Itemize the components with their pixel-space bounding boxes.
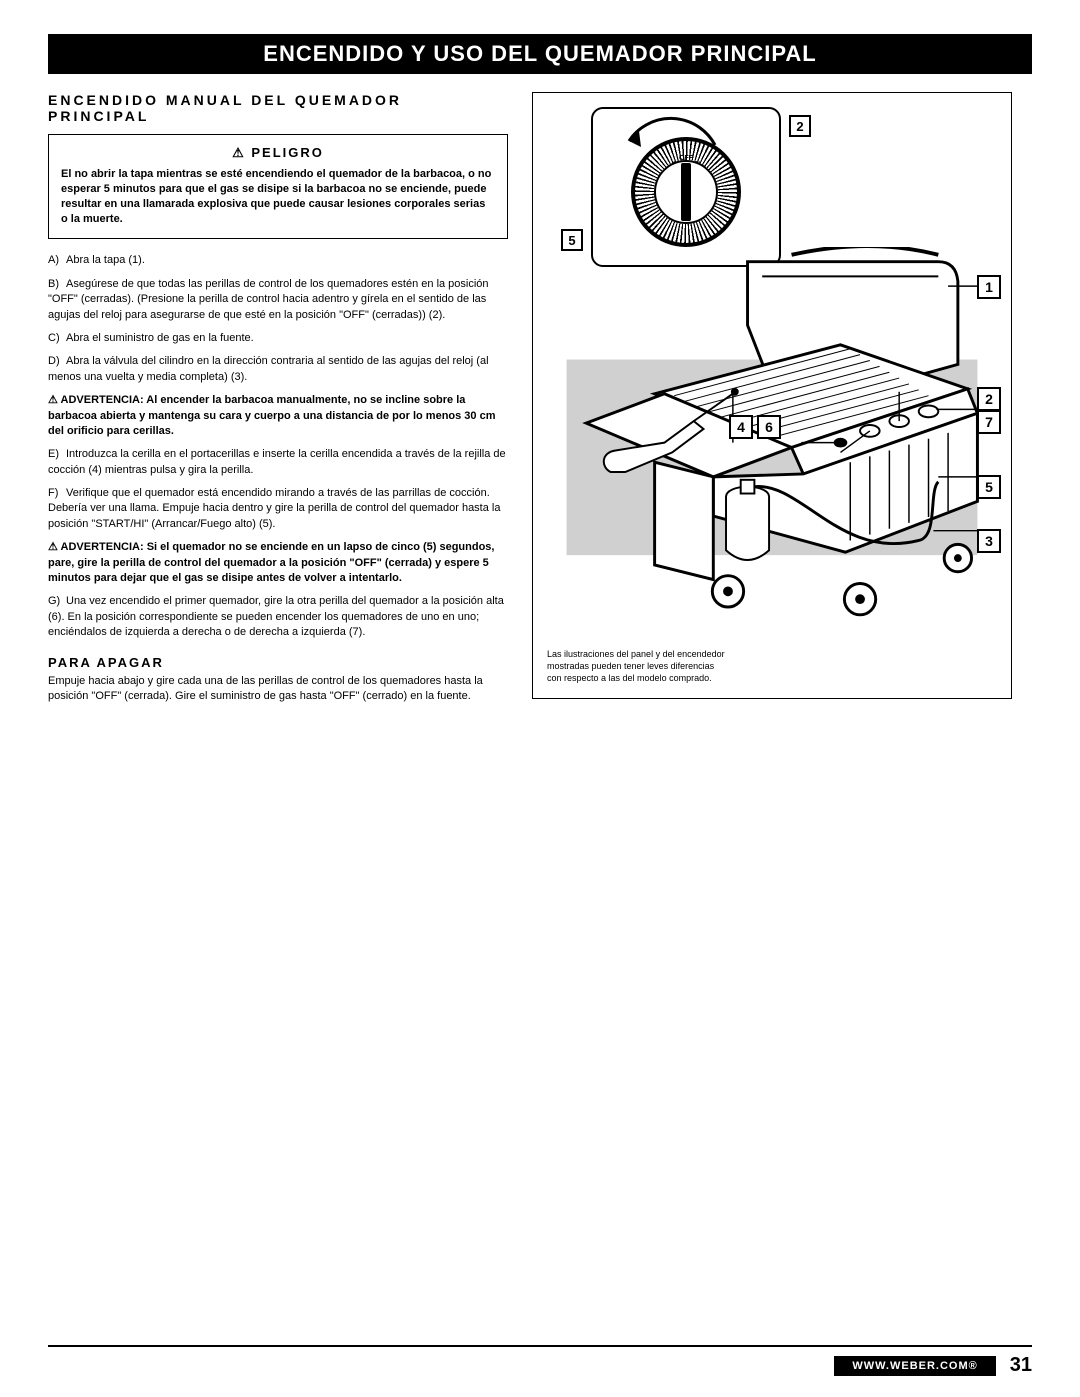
warning-1-label: ⚠ ADVERTENCIA: (48, 394, 146, 406)
steps-list: A)Abra la tapa (1). B)Asegúrese de que t… (48, 253, 508, 640)
two-column-layout: ENCENDIDO MANUAL DEL QUEMADOR PRINCIPAL … (48, 92, 1032, 704)
callout-3: 3 (977, 529, 1001, 553)
step-c: C)Abra el suministro de gas en la fuente… (48, 331, 508, 346)
step-e-label: E) (48, 447, 66, 462)
warning-1: ⚠ ADVERTENCIA: Al encender la barbacoa m… (48, 393, 508, 439)
callout-2: 2 (977, 387, 1001, 411)
step-c-text: Abra el suministro de gas en la fuente. (66, 332, 254, 344)
step-e: E)Introduzca la cerilla en el portaceril… (48, 447, 508, 478)
step-a-text: Abra la tapa (1). (66, 254, 145, 266)
dial-pointer (681, 163, 691, 221)
warning-2-label: ⚠ ADVERTENCIA: (48, 541, 147, 553)
step-d-text: Abra la válvula del cilindro en la direc… (48, 355, 489, 382)
step-g-label: G) (48, 594, 66, 609)
subhead-manual-lighting: ENCENDIDO MANUAL DEL QUEMADOR PRINCIPAL (48, 92, 508, 124)
step-e-text: Introduzca la cerilla en el portacerilla… (48, 448, 506, 475)
callout-6: 6 (757, 415, 781, 439)
step-b-label: B) (48, 277, 66, 292)
right-column: OFF (CERRADO) 2 5 (532, 92, 1012, 704)
figure-legend: Las ilustraciones del panel y del encend… (547, 649, 727, 684)
warning-2: ⚠ ADVERTENCIA: Si el quemador no se enci… (48, 540, 508, 586)
callout-7: 7 (977, 410, 1001, 434)
step-g: G)Una vez encendido el primer quemador, … (48, 594, 508, 640)
figure-box: OFF (CERRADO) 2 5 (532, 92, 1012, 699)
page-number: 31 (1010, 1354, 1032, 1377)
step-f: F)Verifique que el quemador está encendi… (48, 486, 508, 532)
step-f-text: Verifique que el quemador está encendido… (48, 487, 500, 530)
dial-knob (654, 160, 718, 224)
callout-4: 4 (729, 415, 753, 439)
grill-illustration-wrap: 1 2 7 5 3 4 6 (547, 247, 997, 643)
grill-illustration (547, 247, 997, 638)
step-b-text: Asegúrese de que todas las perillas de c… (48, 278, 489, 321)
left-column: ENCENDIDO MANUAL DEL QUEMADOR PRINCIPAL … (48, 92, 508, 704)
turn-off-body: Empuje hacia abajo y gire cada una de la… (48, 674, 508, 705)
step-a-label: A) (48, 253, 66, 268)
page-title-bar: ENCENDIDO Y USO DEL QUEMADOR PRINCIPAL (48, 34, 1032, 74)
control-dial-icon: OFF (CERRADO) (631, 137, 741, 247)
step-f-label: F) (48, 486, 66, 501)
step-d: D)Abra la válvula del cilindro en la dir… (48, 354, 508, 385)
danger-title: ⚠ PELIGRO (61, 145, 495, 161)
dial-frame: OFF (CERRADO) 2 5 (591, 107, 781, 267)
callout-2-dial: 2 (789, 115, 811, 137)
footer: WWW.WEBER.COM® 31 (834, 1354, 1032, 1377)
step-c-label: C) (48, 331, 66, 346)
step-a: A)Abra la tapa (1). (48, 253, 508, 268)
callout-1: 1 (977, 275, 1001, 299)
turn-off-head: PARA APAGAR (48, 655, 508, 670)
danger-body: El no abrir la tapa mientras se esté enc… (61, 167, 495, 226)
footer-url: WWW.WEBER.COM® (834, 1356, 995, 1376)
step-d-label: D) (48, 354, 66, 369)
callout-5: 5 (977, 475, 1001, 499)
step-g-text: Una vez encendido el primer quemador, gi… (48, 595, 504, 638)
step-b: B)Asegúrese de que todas las perillas de… (48, 277, 508, 323)
footer-rule (48, 1345, 1032, 1347)
danger-box: ⚠ PELIGRO El no abrir la tapa mientras s… (48, 134, 508, 239)
